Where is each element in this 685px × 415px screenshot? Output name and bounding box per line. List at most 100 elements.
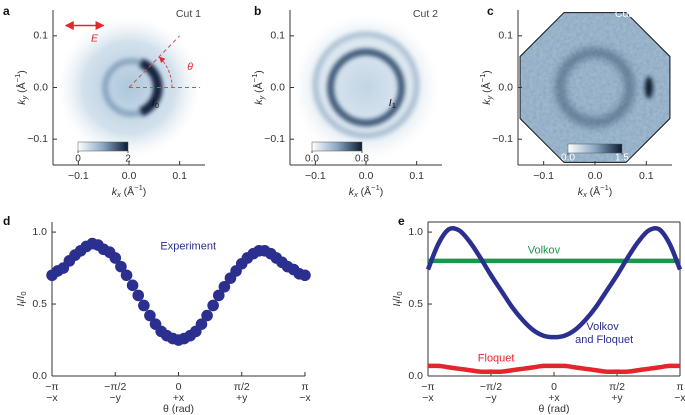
image-ring [555, 48, 635, 127]
image-border [519, 12, 671, 163]
text-part: (Å [252, 82, 265, 95]
x-tick-sublabel: +x [548, 392, 560, 404]
y-tick-label: 1.0 [32, 226, 47, 238]
text-part: y [20, 95, 29, 101]
y-axis-label: ky (Å−1) [13, 70, 29, 105]
x-tick-label: 0.1 [639, 170, 654, 182]
series-label: Volkov and Floquet [575, 321, 633, 346]
colorbar-label: 0.0 [305, 154, 319, 165]
y-axis-label: ky (Å−1) [250, 70, 266, 105]
text-part: x [116, 190, 121, 199]
line-series [425, 225, 683, 340]
x-tick-label: −π/2 [480, 381, 502, 393]
x-tick-label: −π/2 [104, 381, 126, 393]
y-tick-label: −0.1 [492, 133, 513, 145]
text-part: k [349, 186, 355, 198]
x-tick-label: −0.1 [533, 170, 554, 182]
text-part: I [389, 97, 392, 109]
image-ring [312, 31, 420, 139]
data-point [207, 299, 219, 312]
panel: e−π−x−π/2−y0+xπ/2+yπ−x0.00.51.0θ (rad)If… [391, 214, 685, 415]
text-part: 0 [19, 291, 28, 295]
text-part: ) [609, 186, 613, 198]
y-tick-label: −0.1 [264, 133, 285, 145]
panel-letter: c [487, 4, 494, 18]
x-tick-label: 0.0 [359, 170, 374, 182]
colorbar-label: 0.0 [561, 153, 575, 164]
data-point [120, 269, 133, 282]
colorbar [77, 141, 129, 152]
y-tick-label: 0.0 [32, 370, 47, 382]
x-tick-sublabel: −x [46, 392, 58, 404]
panel-title: Cut 2 [413, 8, 438, 20]
y-tick-label: 1.0 [408, 226, 423, 238]
image-ring [327, 48, 405, 127]
x-tick-label: 0 [551, 381, 557, 393]
data-point [138, 299, 150, 312]
text-part: k [481, 99, 493, 105]
panel-letter: d [3, 214, 10, 228]
text-part: −1 [13, 74, 22, 83]
text-part: f [395, 301, 404, 304]
text-part: −1 [371, 183, 380, 192]
text-part: Volkov [586, 321, 621, 333]
x-tick-sublabel: −x [299, 392, 311, 404]
annotation: I1 [389, 97, 396, 110]
text-part: / [15, 299, 27, 302]
colorbar [567, 143, 623, 154]
text-part: (Å [358, 185, 371, 198]
series-label: Floquet [478, 353, 515, 365]
y-tick-label: 0.5 [32, 298, 47, 310]
text-part: θ [187, 61, 193, 73]
x-axis-label: kx (Å−1) [349, 183, 384, 199]
data-point [132, 289, 145, 302]
text-part: k [578, 186, 584, 198]
text-part: −1 [478, 74, 487, 83]
x-axis-label: θ (rad) [163, 403, 194, 415]
y-axis-label: ky (Å−1) [478, 70, 494, 105]
x-tick-sublabel: −x [422, 392, 434, 404]
data-point [201, 309, 213, 322]
x-tick-label: π/2 [234, 381, 250, 393]
x-tick-label: π/2 [609, 381, 625, 393]
data-point [195, 318, 208, 330]
text-part: −1 [250, 74, 259, 83]
annotation: θ [187, 61, 193, 73]
angle-arc [159, 56, 173, 88]
text-part: x [353, 190, 358, 199]
image-content [520, 12, 670, 163]
text-part: I [391, 296, 403, 299]
y-tick-label: 0.0 [270, 81, 285, 93]
x-axis-label: kx (Å−1) [112, 183, 147, 199]
text-part: ) [16, 70, 28, 74]
panel-letter: e [398, 214, 405, 228]
text-part: −1 [600, 183, 609, 192]
dashed-axis [128, 35, 181, 88]
y-tick-label: 0.0 [33, 81, 48, 93]
x-tick-sublabel: +y [236, 392, 248, 404]
text-part: (Å [587, 185, 600, 198]
panel-letter: b [254, 4, 261, 18]
text-part: k [253, 99, 265, 105]
y-tick-label: 0.1 [270, 30, 285, 42]
x-tick-label: 0.0 [122, 170, 137, 182]
x-tick-label: −0.1 [68, 170, 89, 182]
annotation: E [91, 32, 99, 44]
text-part: 1 [392, 101, 396, 110]
text-part: k [16, 99, 28, 105]
data-point [218, 280, 231, 293]
text-part: (Å [480, 82, 493, 95]
x-tick-sublabel: −x [674, 392, 685, 404]
text-part: −1 [134, 183, 143, 192]
x-tick-label: 0.0 [588, 170, 603, 182]
data-point [299, 269, 311, 282]
colorbar-label: 2 [125, 154, 131, 165]
x-tick-sublabel: −y [110, 392, 122, 404]
colorbar-label: 0.8 [355, 154, 369, 165]
annotation: I0 [152, 97, 159, 110]
y-tick-label: 0.5 [408, 298, 423, 310]
y-axis-label: If/I0 [391, 291, 404, 306]
